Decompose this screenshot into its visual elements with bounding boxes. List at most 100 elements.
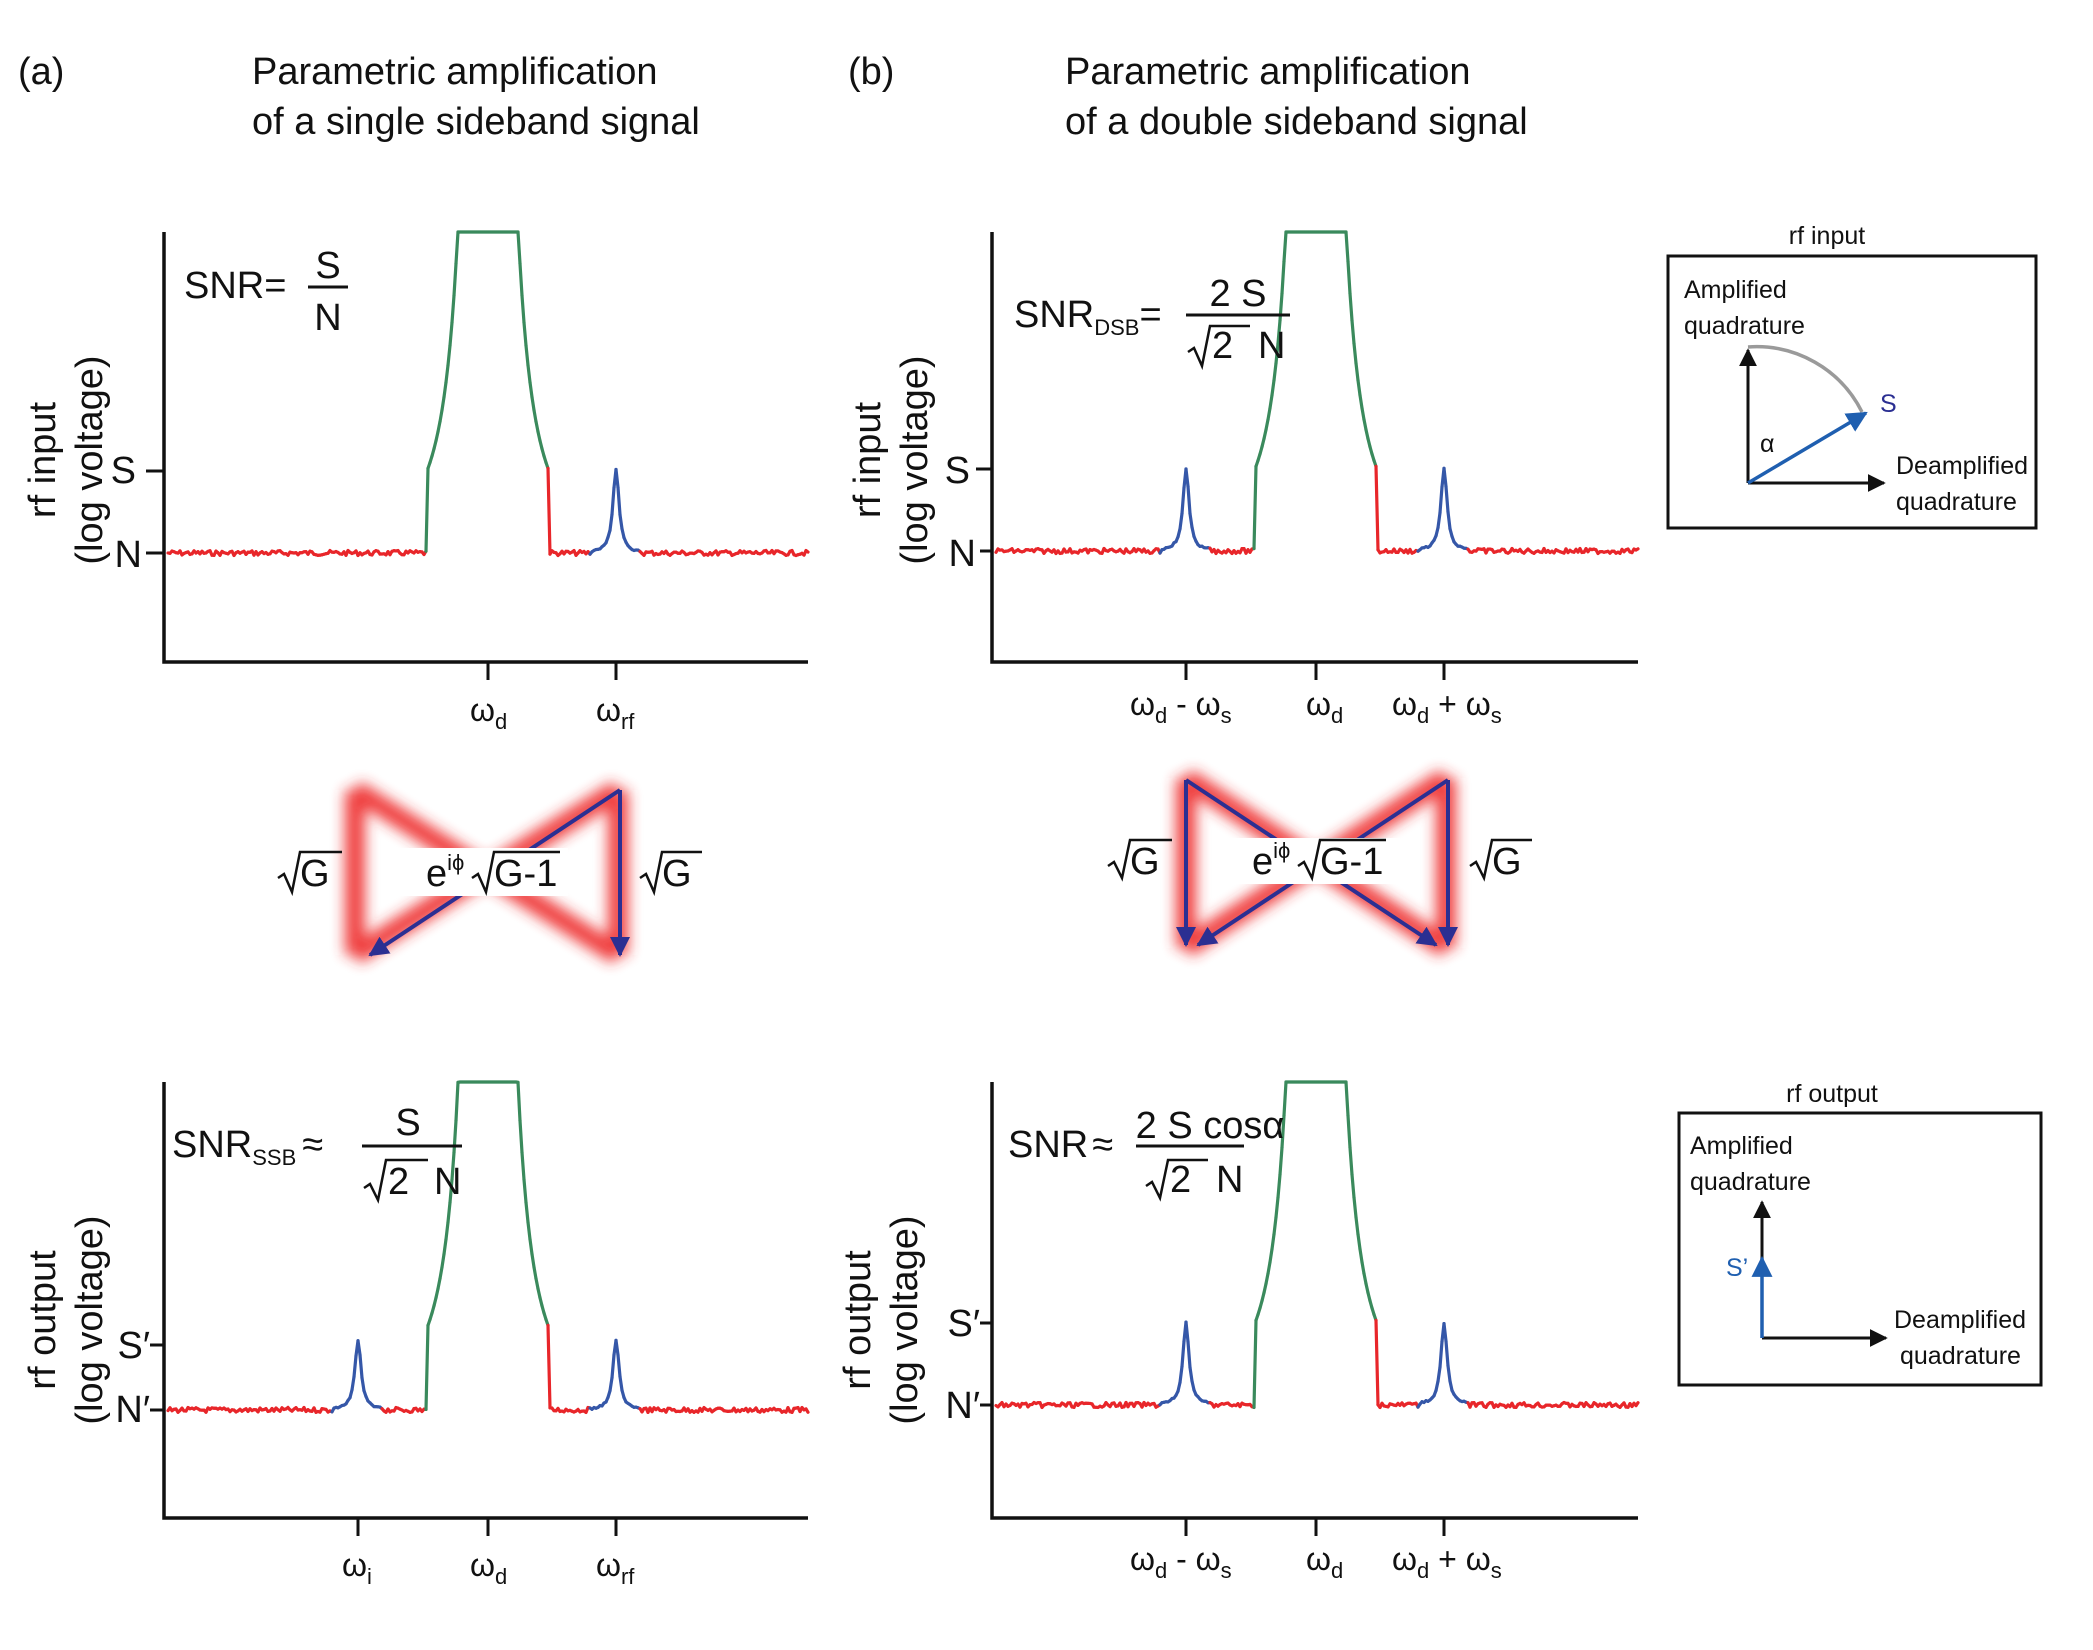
sqrt-g-left: G: [1107, 838, 1172, 883]
spectrum-segment: [424, 466, 430, 553]
spectrum-segment: [1446, 1364, 1452, 1383]
svg-text:N: N: [1216, 1159, 1243, 1201]
spectrum-segment: [1270, 378, 1276, 397]
spectrum-segment: [1356, 1232, 1362, 1251]
spectrum-segment: [1346, 259, 1352, 296]
spectrum-segment: [1436, 511, 1442, 530]
amplified-label-line1: Amplified: [1684, 276, 1787, 304]
spectrum-segment: [1274, 1195, 1280, 1219]
spectrum-segment: [1442, 1321, 1448, 1343]
spectrum-segment: [516, 230, 522, 266]
panel-b-input-plot: rf input (log voltage) S N ωd - ωs ωd ωd…: [847, 230, 1640, 728]
spectrum-segment: [444, 363, 450, 384]
inset-frame: [1677, 1111, 2043, 1387]
snr-formula: SNR= S N: [184, 245, 348, 339]
spectrum-segment: [610, 486, 616, 516]
deamplified-label-line2: quadrature: [1900, 1342, 2021, 1370]
spectrum-segment: [1634, 1401, 1640, 1408]
spectrum-segment: [1266, 1260, 1272, 1276]
svg-text:G-1: G-1: [494, 853, 557, 895]
y-label-line2: (log voltage): [69, 355, 111, 564]
noise-level: N: [115, 534, 142, 576]
spectrum-segment: [1352, 1195, 1358, 1219]
spectrum-segment: [446, 1200, 452, 1224]
axes: [162, 1082, 808, 1520]
tick-omega-d-minus-omega-s: ωd - ωs: [1130, 1541, 1232, 1583]
spectrum-segment: [444, 1220, 450, 1241]
svg-text:2: 2: [1170, 1159, 1191, 1201]
svg-text:G: G: [1492, 841, 1522, 883]
y-label-line1: rf input: [847, 401, 889, 518]
tick-omega-d-minus-omega-s: ωd - ωs: [1130, 686, 1232, 728]
signal-vector-label: S: [1880, 390, 1897, 418]
spectrum-segment: [1188, 1365, 1194, 1383]
spectrum-segment: [546, 1323, 552, 1410]
spectrum-segment: [1280, 259, 1286, 296]
spectrum-segment: [532, 408, 538, 424]
spectrum-segment: [1362, 418, 1368, 432]
svg-text:G: G: [1130, 841, 1160, 883]
spectrum-segment: [522, 320, 528, 348]
spectrum-segment: [1282, 230, 1288, 264]
y-label-line1: rf output: [837, 1250, 879, 1390]
spectrum-segment: [1276, 318, 1282, 346]
y-label-line2: (log voltage): [884, 1215, 926, 1424]
panel-b-label: (b): [848, 51, 894, 93]
spectrum-segment: [1180, 1339, 1186, 1369]
spectrum-segment: [1268, 1247, 1274, 1264]
spectrum-segment: [1358, 393, 1364, 410]
spectrum-segment: [618, 1374, 624, 1392]
spectrum-segment: [614, 467, 620, 490]
spectrum-segment: [528, 380, 534, 399]
spectrum-segment: [1446, 510, 1452, 531]
spectrum-segment: [1188, 511, 1194, 529]
spectrum-segment: [1178, 511, 1184, 531]
spectrum-segment: [1352, 341, 1358, 365]
snr-formula: SNRDSB= 2 S 2 N: [1014, 273, 1290, 371]
spectrum-segment: [452, 1118, 458, 1155]
spectrum-segment: [1186, 484, 1192, 516]
svg-text:SNRSSB≈: SNRSSB ≈: [172, 1124, 323, 1170]
signal-vector: [1747, 411, 1868, 485]
spectrum-segment: [518, 1118, 524, 1155]
tick-omega-d: ωd: [1306, 686, 1343, 728]
spectrum-segment: [1186, 1340, 1192, 1369]
spectrum-segment: [1354, 361, 1360, 382]
snr-formula: SNR ≈ 2 S cosα 2 N: [1008, 1105, 1284, 1202]
spectrum-segment: [520, 1150, 526, 1182]
spectrum-segment: [528, 1237, 534, 1256]
signal-level: S′: [118, 1325, 150, 1367]
svg-text:SNRDSB=: SNRDSB=: [1014, 294, 1162, 340]
svg-text:eiϕ: eiϕ: [426, 850, 464, 895]
spectrum-segment: [360, 1376, 366, 1393]
spectrum-segment: [446, 343, 452, 367]
spectrum-segment: [358, 1353, 364, 1380]
spectrum-segment: [530, 1252, 536, 1269]
svg-text:G-1: G-1: [1320, 841, 1383, 883]
spectrum-segment: [436, 420, 442, 434]
noise-level: N′: [115, 1389, 150, 1431]
svg-text:2 S: 2 S: [1209, 273, 1266, 315]
spectrum-segment: [1374, 464, 1380, 552]
spectrum-segment: [524, 343, 530, 367]
spectrum-segment: [516, 1080, 522, 1123]
spectrum-segment: [526, 1220, 532, 1241]
amplified-label-line2: quadrature: [1684, 312, 1805, 340]
spectrum-segment: [804, 548, 810, 554]
spectrum-segment: [356, 1339, 362, 1357]
y-label-line1: rf input: [22, 401, 64, 518]
spectrum-segment: [804, 1407, 810, 1414]
tick-omega-d: ωd: [470, 692, 507, 734]
panel-a-label: (a): [18, 51, 64, 93]
spectrum-segment: [534, 1277, 540, 1291]
spectrum-segment: [534, 420, 540, 434]
spectrum-segment: [1442, 466, 1448, 489]
spectrum-segment: [1184, 467, 1190, 488]
signal-level: S: [111, 450, 136, 492]
axes: [990, 232, 1638, 664]
spectrum-segment: [1264, 418, 1270, 432]
spectrum-segment: [448, 1177, 454, 1205]
spectrum-segment: [1350, 318, 1356, 346]
spectrum-segment: [452, 261, 458, 298]
